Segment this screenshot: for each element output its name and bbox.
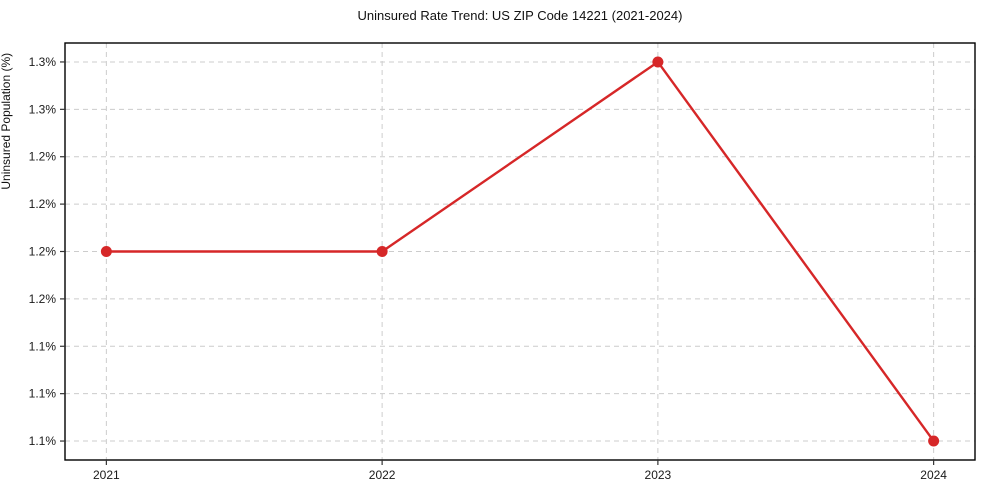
x-tick-label: 2022 xyxy=(369,468,396,482)
y-tick-label: 1.1% xyxy=(29,339,57,353)
trend-line xyxy=(105,60,935,443)
y-tick-label: 1.2% xyxy=(29,245,57,259)
data-point xyxy=(928,435,940,447)
y-tick-label: 1.1% xyxy=(29,387,57,401)
y-axis-label: Uninsured Population (%) xyxy=(0,52,13,190)
data-point xyxy=(100,246,112,257)
data-point xyxy=(652,56,664,68)
x-tick-label: 2023 xyxy=(645,468,672,482)
y-tick-label: 1.2% xyxy=(29,292,57,306)
y-tick-label: 1.2% xyxy=(29,150,57,164)
y-tick-label: 1.1% xyxy=(29,434,57,448)
y-tick-label: 1.3% xyxy=(29,55,57,69)
x-tick-label: 2024 xyxy=(920,468,947,482)
data-point xyxy=(376,246,388,257)
y-tick-label: 1.2% xyxy=(29,197,57,211)
y-tick-label: 1.3% xyxy=(29,102,57,116)
chart-title: Uninsured Rate Trend: US ZIP Code 14221 … xyxy=(357,8,683,23)
x-tick-label: 2021 xyxy=(93,468,120,482)
